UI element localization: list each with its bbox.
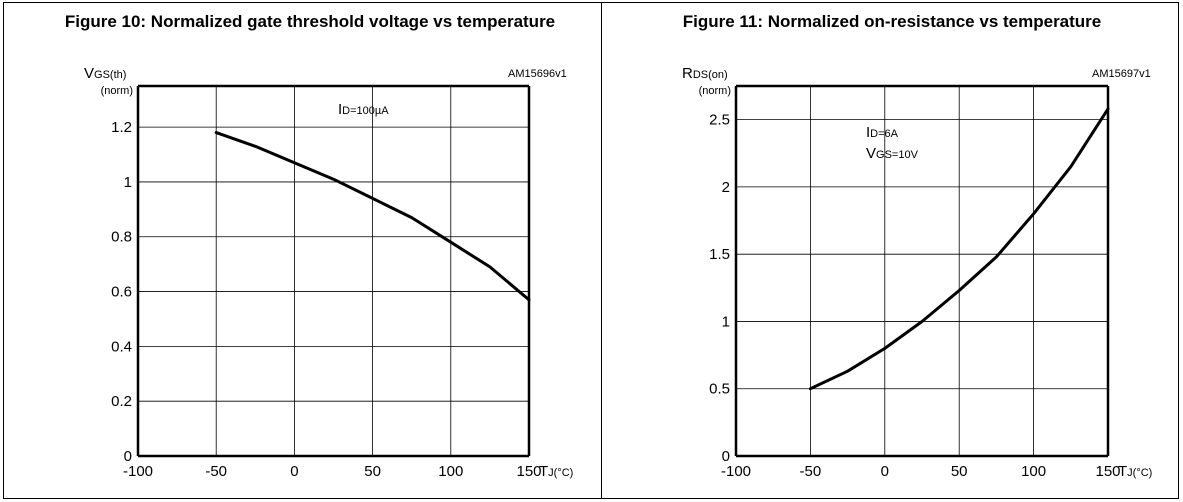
y-tick-label: 0.5: [709, 381, 730, 398]
y-tick-label: 1.2: [111, 119, 132, 136]
table-border: [3, 2, 1179, 499]
y-tick-label: 0: [124, 448, 132, 465]
y-tick-label: 0.6: [111, 284, 132, 301]
figure-10-code: AM15696v1: [508, 68, 567, 80]
figure-11-code: AM15697v1: [1092, 68, 1151, 80]
x-tick-label: 50: [951, 463, 968, 480]
y-axis-label: VGS(th): [84, 65, 126, 82]
figure-11-title: Figure 11: Normalized on-resistance vs t…: [682, 12, 1102, 31]
x-tick-label: -50: [800, 463, 822, 480]
y-axis-label: RDS(on): [682, 65, 728, 82]
x-tick-label: -100: [721, 463, 751, 480]
series-line: [214, 131, 531, 302]
x-tick-label: 150: [516, 463, 541, 480]
y-tick-label: 0.4: [111, 338, 132, 355]
x-tick-label: -50: [205, 463, 227, 480]
y-axis-unit: (norm): [699, 85, 731, 97]
x-tick-label: 50: [364, 463, 381, 480]
y-tick-label: 1: [124, 174, 132, 191]
x-tick-label: 150: [1095, 463, 1120, 480]
x-tick-label: 100: [1021, 463, 1046, 480]
y-tick-label: 2: [722, 179, 730, 196]
y-tick-label: 1.5: [709, 246, 730, 263]
figure-10-title: Figure 10: Normalized gate threshold vol…: [64, 12, 556, 31]
x-axis-label: TJ(°C): [539, 463, 573, 480]
y-tick-label: 1: [722, 313, 730, 330]
y-axis-unit: (norm): [101, 85, 133, 97]
annotation-label: VGS=10V: [866, 145, 919, 162]
annotation-label: ID=6A: [866, 124, 899, 141]
x-tick-label: 100: [438, 463, 463, 480]
annotation-label: ID=100µA: [338, 101, 389, 118]
y-tick-label: 0.2: [111, 393, 132, 410]
x-axis-label: TJ(°C): [1118, 463, 1152, 480]
y-tick-label: 2.5: [709, 112, 730, 129]
y-tick-label: 0.8: [111, 229, 132, 246]
x-tick-label: 0: [290, 463, 298, 480]
y-tick-label: 0: [722, 448, 730, 465]
x-tick-label: 0: [881, 463, 889, 480]
series-line: [808, 107, 1110, 391]
x-tick-label: -100: [123, 463, 153, 480]
